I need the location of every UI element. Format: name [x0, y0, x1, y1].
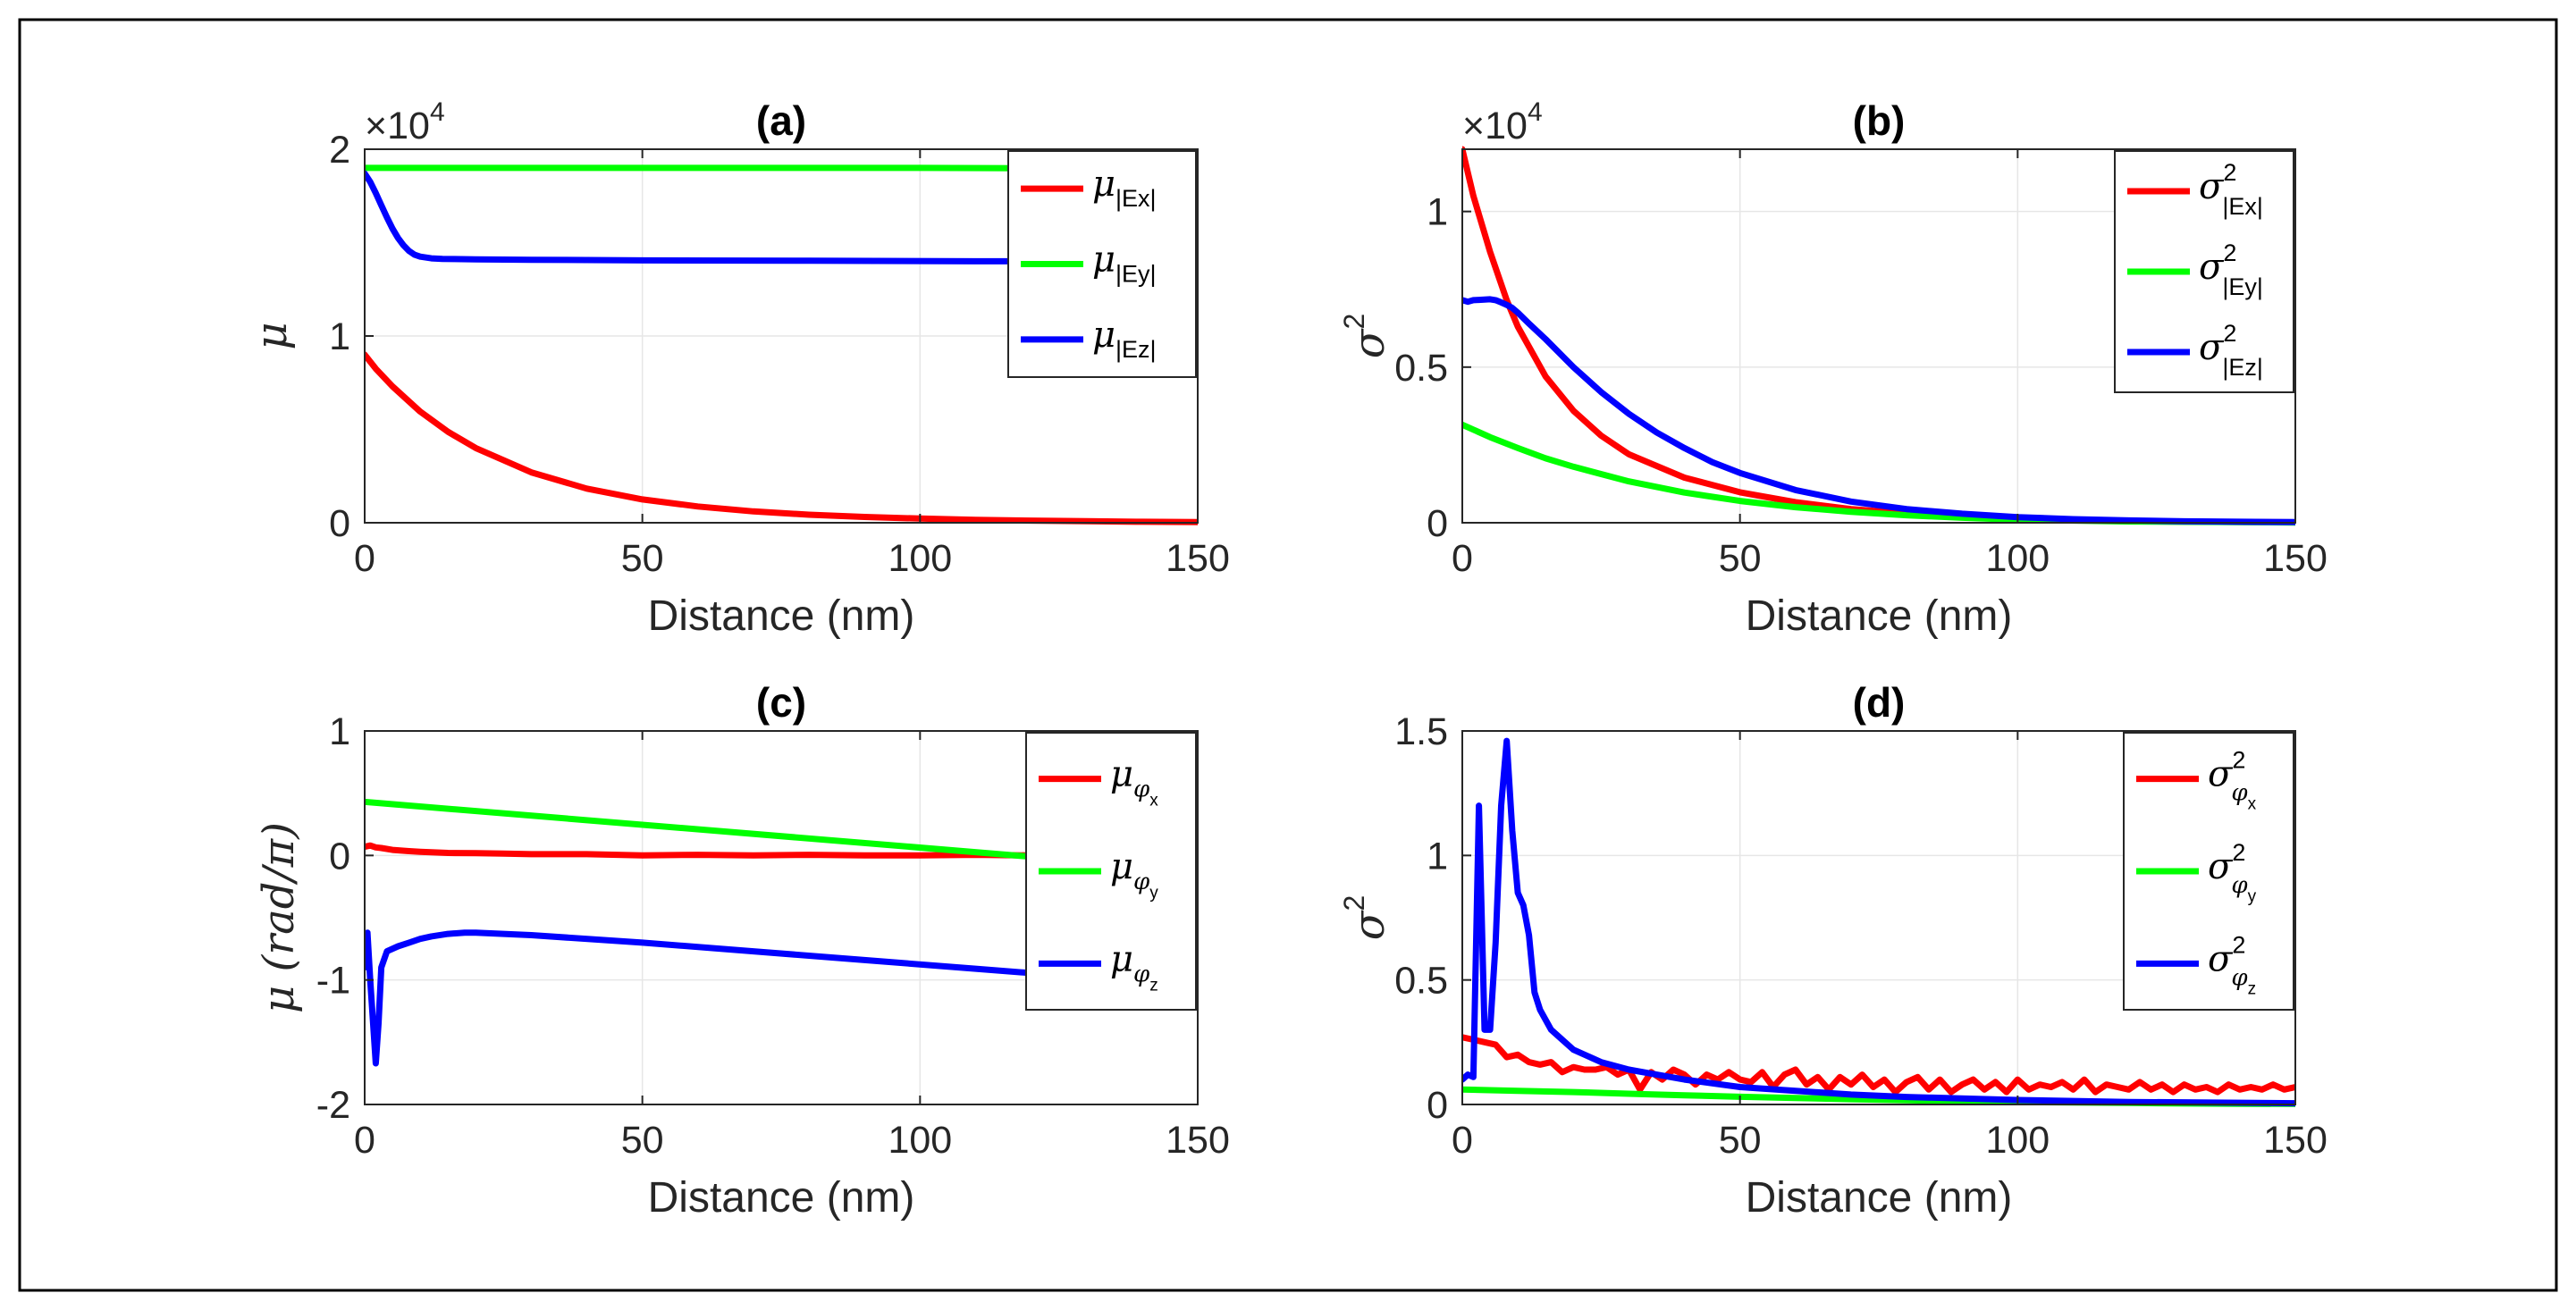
legend-entry-label: μφy: [1110, 846, 1158, 903]
x-tick-label: 150: [2263, 537, 2328, 580]
y-tick-label: 0: [329, 502, 350, 545]
y-exponent-label: ×104: [1462, 97, 1543, 147]
x-tick-label: 50: [621, 1119, 664, 1162]
legend-entry-label: σ2 φx: [2208, 747, 2257, 814]
x-tick-label: 0: [1452, 537, 1473, 580]
panel-c: 0 50 100 150 -2 -1 0 1 (c) Distance (nm) μ (rad/π)…: [254, 679, 1230, 1222]
y-tick-label: 0: [329, 835, 350, 878]
x-axis-label: Distance (nm): [1746, 1174, 2013, 1222]
x-tick-label: 50: [1719, 1119, 1762, 1162]
x-tick-label: 100: [888, 1119, 952, 1162]
y-tick-label: 0.5: [1394, 960, 1448, 1003]
y-tick-label: 0: [1427, 1084, 1448, 1127]
y-axis-label: σ2: [1338, 314, 1394, 359]
legend-entry-label: σ2 |Ey|: [2199, 239, 2263, 300]
x-axis-label: Distance (nm): [648, 1174, 915, 1222]
panel-b: 0 50 100 150 0 0.5 1 ×104 (b) Distance (nm) σ2 σ2 |E…: [1338, 97, 2328, 640]
legend-entry-label: σ2 φy: [2208, 839, 2257, 906]
panel-title: (d): [1853, 679, 1906, 726]
legend-entry-label: σ2 φz: [2208, 931, 2256, 998]
figure-frame: [18, 18, 2558, 1292]
x-tick-label: 0: [1452, 1119, 1473, 1162]
legend: σ2 φx σ2 φy σ2 φz: [2123, 732, 2294, 1011]
legend: μ|Ex| μ|Ey| μ|Ez|: [1007, 150, 1197, 378]
y-tick-label: 1: [1427, 835, 1448, 878]
y-tick-label: -1: [316, 960, 350, 1003]
x-tick-label: 50: [621, 537, 664, 580]
y-tick-label: 0.5: [1394, 347, 1448, 390]
x-tick-label: 0: [354, 1119, 375, 1162]
y-tick-label: 1: [329, 315, 350, 358]
axes-frame: [364, 730, 1199, 1105]
y-tick-label: 1: [329, 710, 350, 753]
axes-frame: [1461, 148, 2296, 524]
axes-frame: [1461, 730, 2296, 1105]
x-tick-label: 100: [1985, 1119, 2050, 1162]
series-line-3: [365, 170, 1198, 265]
panel-title: (b): [1853, 97, 1906, 144]
y-tick-label: 1: [1427, 191, 1448, 234]
y-exponent-label: ×104: [365, 97, 445, 147]
x-tick-label: 100: [1985, 537, 2050, 580]
y-axis-label: σ2: [1338, 895, 1394, 941]
series-line-1: [1462, 1034, 2295, 1096]
x-tick-label: 50: [1719, 537, 1762, 580]
y-tick-label: -2: [316, 1084, 350, 1127]
x-axis-label: Distance (nm): [648, 592, 915, 640]
series-line-3: [1462, 296, 2295, 525]
x-tick-label: 150: [1166, 537, 1230, 580]
x-tick-label: 150: [1166, 1119, 1230, 1162]
panel-title: (c): [756, 679, 806, 726]
legend: σ2 |Ex| σ2 |Ey| σ2 |Ez|: [2114, 150, 2294, 393]
legend-entry-label: μ|Ey|: [1092, 239, 1157, 288]
x-tick-label: 150: [2263, 1119, 2328, 1162]
x-tick-label: 100: [888, 537, 952, 580]
y-axis-label: μ (rad/π): [254, 822, 304, 1013]
y-tick-label: 1.5: [1394, 710, 1448, 753]
legend-entry-label: σ2 |Ex|: [2199, 159, 2263, 220]
panel-title: (a): [756, 97, 806, 144]
legend-entry-label: μφz: [1110, 938, 1158, 995]
series-line-1: [365, 351, 1198, 525]
legend-entry-label: μφx: [1110, 754, 1158, 810]
legend-entry-label: μ|Ex|: [1092, 164, 1157, 212]
y-tick-label: 0: [1427, 502, 1448, 545]
legend-entry-label: σ2 |Ez|: [2199, 320, 2263, 381]
y-axis-label: μ: [247, 322, 297, 349]
x-axis-label: Distance (nm): [1746, 592, 2013, 640]
x-tick-label: 0: [354, 537, 375, 580]
legend-entry-label: μ|Ez|: [1092, 315, 1157, 363]
series-line-3: [1462, 737, 2295, 1107]
legend: μφx μφy μφz: [1025, 732, 1197, 1011]
y-tick-label: 2: [329, 129, 350, 172]
series-line-3: [365, 929, 1198, 1067]
